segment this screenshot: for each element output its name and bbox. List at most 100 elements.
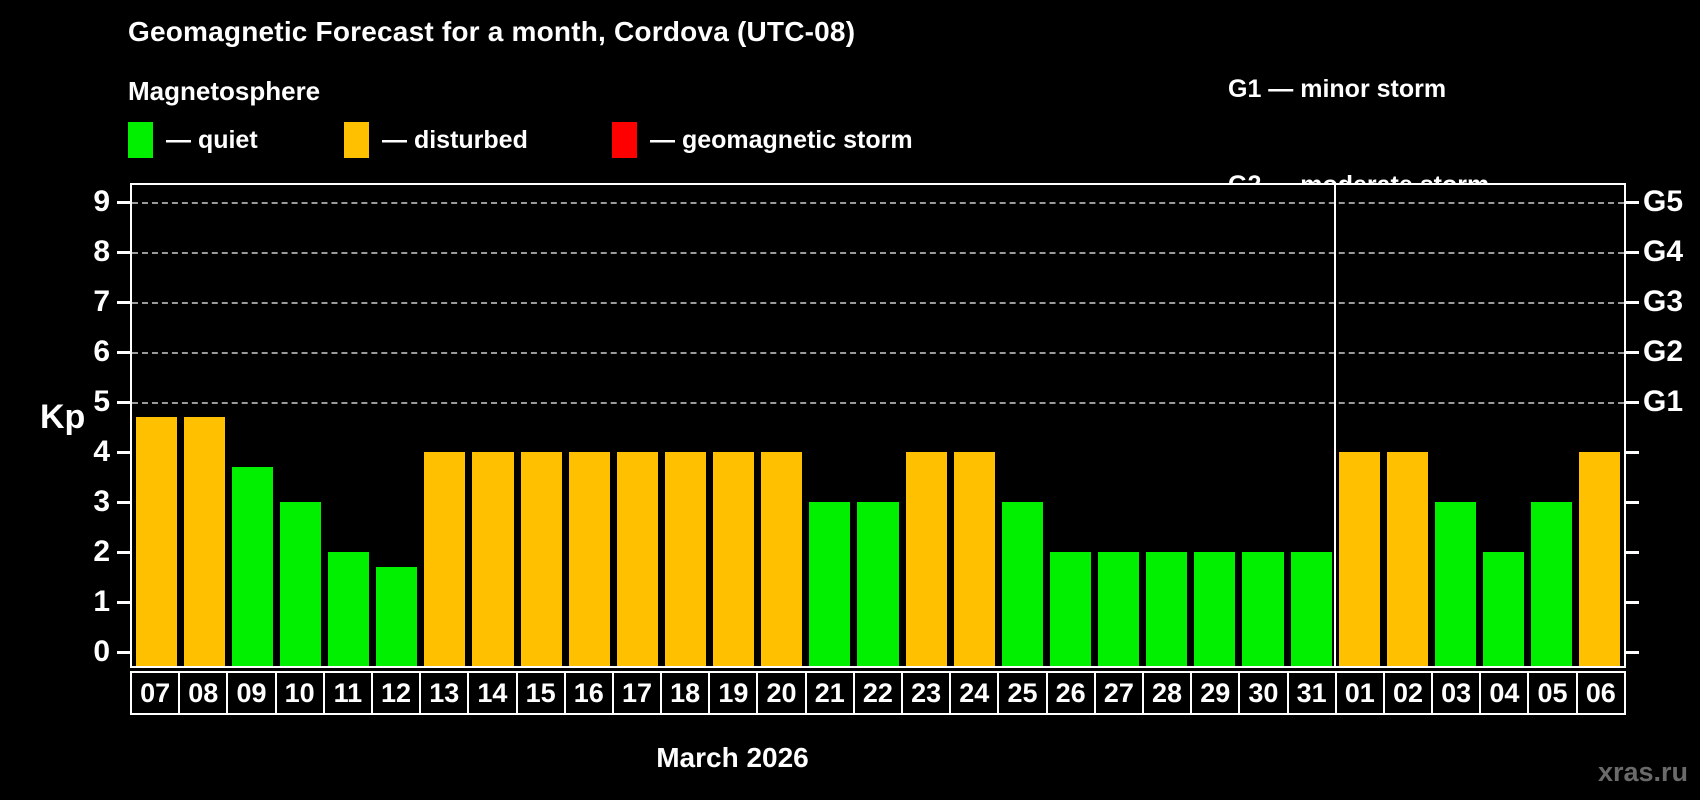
bar-day-26 bbox=[1049, 552, 1092, 666]
bar-day-30 bbox=[1242, 552, 1284, 666]
day-label-29: 29 bbox=[1190, 671, 1241, 715]
legend-item-storm: — geomagnetic storm bbox=[612, 120, 913, 160]
left-tick-kp-9 bbox=[117, 201, 130, 204]
day-label-25: 25 bbox=[997, 671, 1048, 715]
bar-day-01 bbox=[1338, 452, 1380, 666]
left-tick-kp-5 bbox=[117, 401, 130, 404]
day-label-19: 19 bbox=[708, 671, 759, 715]
bar-day-17 bbox=[616, 452, 658, 666]
day-label-09: 09 bbox=[226, 671, 277, 715]
bar-day-31 bbox=[1290, 552, 1332, 666]
left-tick-kp-3 bbox=[117, 501, 130, 504]
right-axis-label-g2: G2 bbox=[1643, 335, 1684, 368]
day-label-18: 18 bbox=[660, 671, 711, 715]
legend-item-quiet: — quiet bbox=[128, 120, 258, 160]
left-tick-kp-4 bbox=[117, 451, 130, 454]
left-tick-kp-1 bbox=[117, 601, 130, 604]
left-tick-kp-0 bbox=[117, 651, 130, 654]
bar-day-27 bbox=[1098, 552, 1140, 666]
bar-day-10 bbox=[279, 502, 321, 666]
day-label-22: 22 bbox=[852, 671, 903, 715]
bar-day-22 bbox=[857, 502, 899, 666]
g1-legend-line: G1 — minor storm bbox=[1228, 75, 1447, 103]
y-tick-label-7: 7 bbox=[93, 285, 110, 318]
day-label-12: 12 bbox=[370, 671, 422, 715]
bar-day-13 bbox=[424, 452, 466, 666]
right-tick-kp-6 bbox=[1626, 351, 1639, 354]
bar-day-19 bbox=[713, 452, 755, 666]
quiet-color-swatch bbox=[128, 122, 153, 158]
disturbed-color-swatch bbox=[344, 122, 369, 158]
day-label-05: 05 bbox=[1527, 671, 1578, 715]
day-label-30: 30 bbox=[1238, 671, 1289, 715]
bar-day-24 bbox=[953, 452, 995, 666]
watermark: xras.ru bbox=[1597, 757, 1688, 787]
day-label-02: 02 bbox=[1382, 671, 1434, 715]
legend-label-quiet: — quiet bbox=[166, 125, 258, 154]
y-tick-label-9: 9 bbox=[93, 185, 110, 218]
x-axis-title: March 2026 bbox=[656, 742, 809, 773]
right-tick-kp-0 bbox=[1626, 651, 1639, 654]
bar-day-23 bbox=[905, 452, 947, 666]
y-tick-label-8: 8 bbox=[93, 235, 110, 268]
day-label-14: 14 bbox=[467, 671, 518, 715]
legend-item-disturbed: — disturbed bbox=[344, 120, 528, 160]
right-tick-kp-7 bbox=[1626, 301, 1639, 304]
left-tick-kp-2 bbox=[117, 551, 130, 554]
bar-day-20 bbox=[761, 452, 803, 666]
y-tick-label-5: 5 bbox=[93, 385, 110, 418]
day-label-01: 01 bbox=[1334, 671, 1385, 715]
y-tick-label-2: 2 bbox=[93, 535, 110, 568]
bar-day-11 bbox=[328, 552, 370, 666]
chart-subtitle: Magnetosphere bbox=[128, 76, 321, 106]
bar-day-08 bbox=[183, 417, 225, 666]
right-tick-kp-9 bbox=[1626, 201, 1639, 204]
day-label-06: 06 bbox=[1575, 671, 1626, 715]
plot-frame bbox=[130, 183, 1626, 668]
day-label-10: 10 bbox=[274, 671, 325, 715]
legend-label-storm: — geomagnetic storm bbox=[650, 125, 913, 154]
month-separator-line bbox=[1334, 185, 1337, 666]
y-axis-title: Kp bbox=[40, 398, 86, 436]
gridline-kp-8 bbox=[132, 252, 1624, 254]
right-tick-kp-4 bbox=[1626, 451, 1639, 454]
right-tick-kp-2 bbox=[1626, 551, 1639, 554]
bar-day-15 bbox=[520, 452, 562, 666]
day-label-24: 24 bbox=[949, 671, 1000, 715]
day-label-08: 08 bbox=[178, 671, 229, 715]
x-axis-day-labels: 07 08 09 10 11 12 13 14 15 16 17 18 19 20 21 22 23 24 25 26… bbox=[130, 671, 1626, 715]
bar-day-05 bbox=[1531, 502, 1573, 666]
day-label-07: 07 bbox=[130, 671, 181, 715]
y-tick-label-3: 3 bbox=[93, 485, 110, 518]
gridline-kp-6 bbox=[132, 352, 1624, 354]
day-label-27: 27 bbox=[1093, 671, 1144, 715]
right-tick-kp-3 bbox=[1626, 501, 1639, 504]
bar-day-25 bbox=[1001, 502, 1043, 666]
day-label-17: 17 bbox=[611, 671, 663, 715]
gridline-kp-9 bbox=[132, 202, 1624, 204]
bar-day-02 bbox=[1386, 452, 1428, 666]
right-axis-label-g4: G4 bbox=[1643, 235, 1684, 268]
day-label-11: 11 bbox=[322, 671, 373, 715]
day-label-23: 23 bbox=[901, 671, 952, 715]
day-label-15: 15 bbox=[515, 671, 566, 715]
right-tick-kp-1 bbox=[1626, 601, 1639, 604]
day-label-20: 20 bbox=[756, 671, 807, 715]
left-tick-kp-8 bbox=[117, 251, 130, 254]
day-label-03: 03 bbox=[1431, 671, 1482, 715]
gridline-kp-7 bbox=[132, 302, 1624, 304]
bar-day-21 bbox=[809, 502, 851, 666]
day-label-21: 21 bbox=[804, 671, 855, 715]
y-tick-label-0: 0 bbox=[93, 635, 110, 668]
day-label-31: 31 bbox=[1286, 671, 1337, 715]
y-tick-label-1: 1 bbox=[93, 585, 110, 618]
day-label-13: 13 bbox=[419, 671, 470, 715]
bar-day-12 bbox=[376, 567, 418, 666]
bar-day-14 bbox=[472, 452, 514, 666]
y-tick-label-6: 6 bbox=[93, 335, 110, 368]
plot-area bbox=[132, 185, 1624, 666]
right-axis-label-g3: G3 bbox=[1643, 285, 1684, 318]
left-tick-kp-6 bbox=[117, 351, 130, 354]
legend-label-disturbed: — disturbed bbox=[382, 125, 528, 154]
